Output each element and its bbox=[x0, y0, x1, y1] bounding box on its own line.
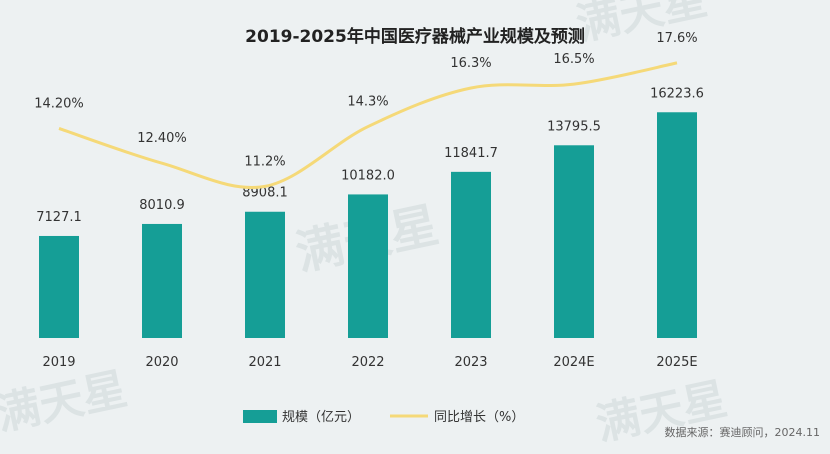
bar-series bbox=[39, 112, 697, 339]
line-value-label: 11.2% bbox=[244, 154, 285, 169]
x-tick-label: 2023 bbox=[454, 355, 487, 370]
x-tick-label: 2021 bbox=[248, 355, 281, 370]
legend-bar-label: 规模（亿元） bbox=[282, 410, 360, 425]
source-note: 数据来源：赛迪顾问，2024.11 bbox=[665, 425, 821, 439]
x-tick-label: 2024E bbox=[553, 355, 594, 370]
bar-value-label: 13795.5 bbox=[547, 119, 601, 134]
line-value-label: 16.3% bbox=[450, 56, 491, 71]
bar-2024E bbox=[554, 145, 594, 338]
bar-value-label: 8010.9 bbox=[139, 198, 185, 213]
watermark-bottom-left: 满天星 bbox=[0, 363, 131, 440]
bar-2022 bbox=[348, 194, 388, 338]
bar-2023 bbox=[451, 171, 491, 338]
line-value-label: 12.40% bbox=[137, 131, 187, 146]
bar-value-label: 10182.0 bbox=[341, 168, 395, 183]
chart-title: 2019-2025年中国医疗器械产业规模及预测 bbox=[245, 26, 585, 47]
bar-2020 bbox=[142, 223, 182, 338]
x-tick-label: 2025E bbox=[656, 355, 697, 370]
x-tick-label: 2020 bbox=[145, 355, 178, 370]
watermark-bottom-right: 满天星 bbox=[592, 373, 732, 450]
legend-line-label: 同比增长（%） bbox=[434, 410, 524, 425]
bar-value-label: 11841.7 bbox=[444, 146, 498, 161]
bar-2019 bbox=[39, 235, 79, 338]
x-tick-label: 2019 bbox=[42, 355, 75, 370]
bar-value-label: 16223.6 bbox=[650, 86, 704, 101]
chart-legend: 规模（亿元） 同比增长（%） bbox=[243, 410, 524, 425]
line-value-label: 16.5% bbox=[553, 52, 594, 67]
growth-line bbox=[58, 61, 678, 189]
bar-value-label: 7127.1 bbox=[36, 210, 82, 225]
bar-value-labels: 7127.1 8010.9 8908.1 10182.0 11841.7 13795.5 1… bbox=[36, 86, 704, 225]
x-tick-label: 2022 bbox=[351, 355, 384, 370]
bar-value-label: 8908.1 bbox=[242, 186, 288, 201]
bar-2025E bbox=[657, 112, 697, 339]
line-value-label: 17.6% bbox=[656, 31, 697, 46]
legend-bar-swatch bbox=[243, 410, 277, 423]
line-value-labels: 14.20% 12.40% 11.2% 14.3% 16.3% 16.5% 17.6% bbox=[34, 31, 697, 169]
line-value-label: 14.3% bbox=[347, 95, 388, 110]
bar-2021 bbox=[245, 211, 285, 338]
line-value-label: 14.20% bbox=[34, 96, 84, 111]
x-axis-tick-labels: 2019 2020 2021 2022 2023 2024E 2025E bbox=[42, 355, 697, 370]
